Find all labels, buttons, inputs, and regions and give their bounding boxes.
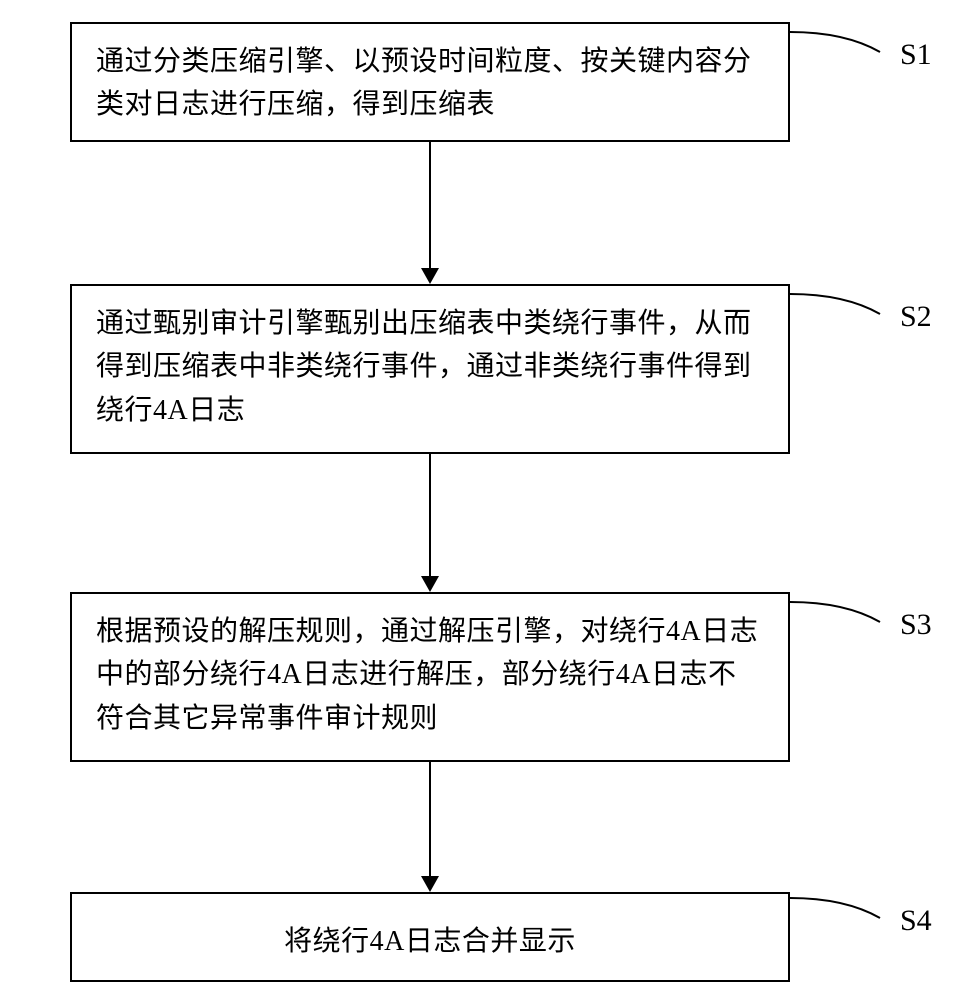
leader-s1-curve xyxy=(790,30,900,60)
step-s1-box: 通过分类压缩引擎、以预设时间粒度、按关键内容分类对日志进行压缩，得到压缩表 xyxy=(70,22,790,142)
arrow-s2-s3-line xyxy=(429,454,431,576)
step-s3-label: S3 xyxy=(900,608,932,642)
arrow-s1-s2-line xyxy=(429,142,431,268)
step-s4-box: 将绕行4A日志合并显示 xyxy=(70,892,790,982)
arrow-s2-s3-head xyxy=(421,576,439,592)
step-s2-box: 通过甄别审计引擎甄别出压缩表中类绕行事件，从而得到压缩表中非类绕行事件，通过非类… xyxy=(70,284,790,454)
step-s2-label: S2 xyxy=(900,300,932,334)
arrow-s3-s4-line xyxy=(429,762,431,876)
leader-s2-curve xyxy=(790,292,900,322)
step-s1-label: S1 xyxy=(900,38,932,72)
step-s3-text: 根据预设的解压规则，通过解压引擎，对绕行4A日志中的部分绕行4A日志进行解压，部… xyxy=(96,616,758,734)
leader-s3-curve xyxy=(790,600,900,630)
leader-s4-curve xyxy=(790,896,900,926)
step-s2-text: 通过甄别审计引擎甄别出压缩表中类绕行事件，从而得到压缩表中非类绕行事件，通过非类… xyxy=(96,308,752,426)
step-s3-box: 根据预设的解压规则，通过解压引擎，对绕行4A日志中的部分绕行4A日志进行解压，部… xyxy=(70,592,790,762)
step-s1-text: 通过分类压缩引擎、以预设时间粒度、按关键内容分类对日志进行压缩，得到压缩表 xyxy=(96,46,752,120)
arrow-s3-s4-head xyxy=(421,876,439,892)
arrow-s1-s2-head xyxy=(421,268,439,284)
step-s4-text: 将绕行4A日志合并显示 xyxy=(284,926,576,957)
step-s4-label: S4 xyxy=(900,904,932,938)
